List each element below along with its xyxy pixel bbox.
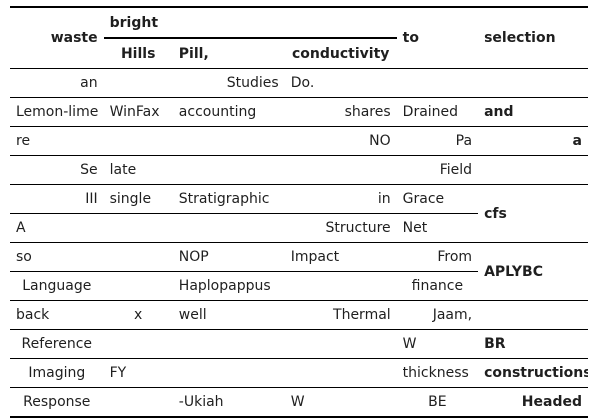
table-cell bbox=[172, 155, 285, 185]
table-cell bbox=[103, 271, 173, 301]
table-cell: well bbox=[172, 300, 285, 330]
table-cell: BR bbox=[478, 329, 588, 359]
table-cell bbox=[478, 155, 588, 185]
table-cell bbox=[284, 329, 397, 359]
table-cell: shares bbox=[284, 97, 397, 127]
table-cell bbox=[103, 242, 173, 272]
table-cell: APLYBC bbox=[478, 242, 588, 301]
table-cell: thickness bbox=[396, 358, 479, 388]
table-cell: single bbox=[103, 184, 173, 214]
table-cell: Do. bbox=[284, 68, 397, 98]
table-cell bbox=[172, 213, 285, 243]
table-cell bbox=[103, 68, 173, 98]
table-cell: Se bbox=[10, 155, 104, 185]
table-cell: Field bbox=[396, 155, 479, 185]
table-cell: FY bbox=[103, 358, 173, 388]
table-row: Reference W BR bbox=[10, 329, 588, 359]
table-cell: Lemon-lime bbox=[10, 97, 104, 127]
table-cell: Net bbox=[396, 213, 479, 243]
table-cell: Structure bbox=[284, 213, 397, 243]
table-cell: Pa bbox=[396, 126, 479, 156]
table-row: re NO Pa a bbox=[10, 126, 588, 156]
table-cell bbox=[172, 329, 285, 359]
table-cell: late bbox=[103, 155, 173, 185]
table-cell: a bbox=[478, 126, 588, 156]
table-cell: Language bbox=[10, 271, 104, 301]
table-cell: III bbox=[10, 184, 104, 214]
table-row: an Studies Do. bbox=[10, 68, 588, 98]
table-cell: Headed bbox=[478, 387, 588, 418]
table-cell: NO bbox=[284, 126, 397, 156]
table-cell: Stratigraphic bbox=[172, 184, 285, 214]
table-cell: x bbox=[103, 300, 173, 330]
table-cell: Reference bbox=[10, 329, 104, 359]
table-cell bbox=[103, 213, 173, 243]
table-cell bbox=[103, 329, 173, 359]
table-row: A Structure Net bbox=[10, 213, 588, 243]
header-hills: Hills bbox=[103, 38, 173, 69]
data-table-container: waste bright to selection Hills Pill, co… bbox=[10, 6, 588, 418]
table-cell: re bbox=[10, 126, 104, 156]
data-table: waste bright to selection Hills Pill, co… bbox=[10, 6, 588, 418]
table-cell bbox=[103, 126, 173, 156]
table-cell: finance bbox=[396, 271, 479, 301]
header-waste: waste bbox=[10, 6, 104, 69]
table-cell: Response bbox=[10, 387, 104, 418]
table-body: an Studies Do. Lemon-lime WinFax account… bbox=[10, 68, 588, 418]
table-cell: Drained bbox=[396, 97, 479, 127]
header-selection: selection bbox=[478, 6, 588, 69]
table-cell: constructions bbox=[478, 358, 588, 388]
table-cell bbox=[284, 358, 397, 388]
table-cell bbox=[478, 300, 588, 330]
table-cell: Imaging bbox=[10, 358, 104, 388]
table-cell bbox=[172, 358, 285, 388]
table-cell: back bbox=[10, 300, 104, 330]
table-cell: Impact bbox=[284, 242, 397, 272]
table-cell: A bbox=[10, 213, 104, 243]
table-cell bbox=[284, 155, 397, 185]
table-cell: BE bbox=[396, 387, 479, 418]
table-cell bbox=[172, 126, 285, 156]
table-row: back x well Thermal Jaam, bbox=[10, 300, 588, 330]
table-cell: Studies bbox=[172, 68, 285, 98]
header-bright-group: bright bbox=[103, 6, 397, 39]
table-cell: cfs bbox=[478, 184, 588, 243]
table-row: III single Stratigraphic in Grace cfs bbox=[10, 184, 588, 243]
table-cell: so bbox=[10, 242, 104, 272]
table-row: Language Haplopappus finance bbox=[10, 271, 588, 301]
table-cell: WinFax bbox=[103, 97, 173, 127]
table-cell: and bbox=[478, 97, 588, 127]
table-row: Se late Field bbox=[10, 155, 588, 185]
table-cell: From bbox=[396, 242, 479, 272]
table-cell bbox=[478, 68, 588, 98]
table-cell: Haplopappus bbox=[172, 271, 285, 301]
table-cell: Jaam, bbox=[396, 300, 479, 330]
table-cell: -Ukiah bbox=[172, 387, 285, 418]
table-row: Lemon-lime WinFax accounting shares Drai… bbox=[10, 97, 588, 127]
header-conductivity: conductivity bbox=[284, 38, 397, 69]
table-row: Imaging FY thickness constructions bbox=[10, 358, 588, 388]
table-cell: W bbox=[396, 329, 479, 359]
table-cell bbox=[396, 68, 479, 98]
header-to: to bbox=[396, 6, 479, 69]
table-cell: accounting bbox=[172, 97, 285, 127]
table-cell: W bbox=[284, 387, 397, 418]
table-header: waste bright to selection Hills Pill, co… bbox=[10, 6, 588, 69]
table-cell: an bbox=[10, 68, 104, 98]
header-pill: Pill, bbox=[172, 38, 285, 69]
table-cell bbox=[103, 387, 173, 418]
table-cell: Thermal bbox=[284, 300, 397, 330]
table-cell: in bbox=[284, 184, 397, 214]
table-cell: Grace bbox=[396, 184, 479, 214]
table-cell: NOP bbox=[172, 242, 285, 272]
table-row: Response -Ukiah W BE Headed bbox=[10, 387, 588, 418]
table-row: so NOP Impact From APLYBC bbox=[10, 242, 588, 301]
table-cell bbox=[284, 271, 397, 301]
